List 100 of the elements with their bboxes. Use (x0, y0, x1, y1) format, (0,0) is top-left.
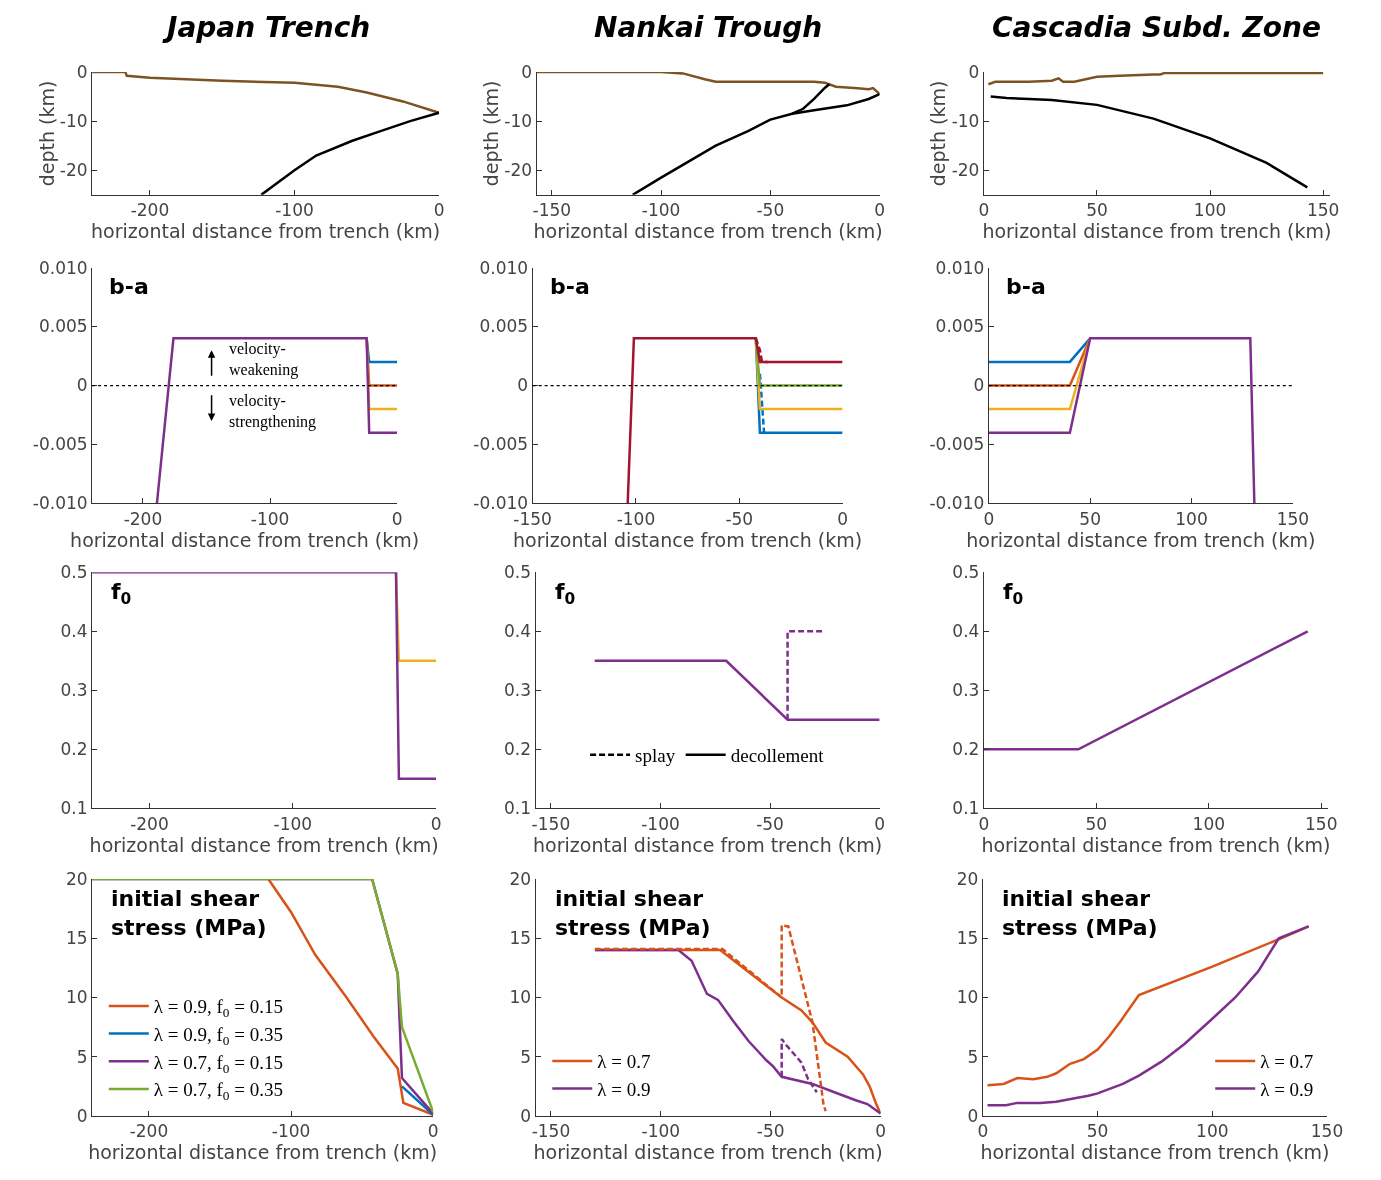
y-tick-label: 0 (968, 61, 980, 82)
y-tick-label: 0.5 (60, 562, 88, 583)
x-tick-label: -150 (513, 508, 552, 529)
x-axis-title: horizontal distance from trench (km) (533, 220, 883, 243)
y-tick-label: 20 (956, 868, 979, 889)
x-tick-label: -200 (129, 1121, 169, 1142)
x-tick-label: 100 (1175, 508, 1208, 529)
y-tick-label: -20 (504, 160, 533, 181)
y-tick-label: -0.005 (929, 434, 985, 455)
x-tick-label: 0 (427, 1121, 439, 1142)
y-tick-label: 0.1 (952, 798, 980, 819)
x-tick-label: 50 (1079, 508, 1101, 529)
y-tick-label: 0.005 (479, 316, 529, 337)
annotation: velocity- strengthening (229, 392, 317, 431)
y-axis-title: depth (km) (35, 80, 58, 187)
y-tick-label: 15 (956, 928, 979, 949)
x-tick-label: 0 (874, 200, 886, 221)
x-tick-label: 100 (1192, 813, 1226, 834)
annotation: f$_{0}$ (111, 579, 132, 608)
y-tick-label: -20 (59, 160, 88, 181)
y-tick-label: -0.005 (473, 434, 529, 455)
chart-title: Nankai Trough (594, 11, 823, 44)
y-tick-label: 0 (76, 375, 88, 396)
x-tick-label: -100 (641, 200, 681, 221)
annotation: initial shear stress (MPa) (111, 886, 267, 940)
x-tick-label: 0 (837, 508, 848, 529)
x-tick-label: -100 (641, 813, 680, 834)
y-tick-label: -0.010 (32, 493, 88, 514)
y-tick-label: 0.3 (504, 680, 532, 701)
x-tick-label: 0 (391, 508, 403, 529)
x-tick-label: -200 (130, 200, 170, 221)
y-tick-label: 20 (509, 868, 532, 889)
y-tick-label: 0.005 (935, 316, 985, 337)
x-axis-title: horizontal distance from trench (km) (981, 833, 1331, 856)
y-tick-label: 0 (76, 61, 88, 82)
x-tick-label: -50 (756, 813, 784, 834)
x-axis-title: horizontal distance from trench (km) (533, 1141, 883, 1164)
x-tick-label: 150 (1276, 508, 1310, 529)
y-tick-label: -10 (59, 111, 88, 132)
annotation: b-a (1006, 274, 1046, 299)
x-tick-label: -100 (250, 508, 290, 529)
legend-label: splay (635, 745, 676, 767)
y-tick-label: -10 (504, 111, 533, 132)
y-tick-label: 5 (520, 1046, 532, 1067)
y-tick-label: 0.2 (952, 739, 980, 760)
y-tick-label: 0 (967, 1105, 979, 1126)
y-tick-label: 0.4 (504, 621, 532, 642)
x-tick-label: 150 (1306, 200, 1340, 221)
y-tick-label: 0.5 (504, 562, 532, 583)
y-tick-label: 0.010 (935, 257, 985, 278)
x-tick-label: -100 (275, 200, 314, 221)
x-axis-title: horizontal distance from trench (km) (966, 528, 1316, 551)
x-tick-label: -50 (756, 200, 785, 221)
legend-label: λ = 0.7, f$_{0}$ = 0.35 (153, 1079, 283, 1104)
x-tick-label: -100 (273, 813, 313, 834)
x-tick-label: 100 (1196, 1121, 1229, 1142)
y-tick-label: -0.005 (32, 434, 88, 455)
x-axis-title: horizontal distance from trench (km) (88, 1141, 438, 1164)
y-tick-label: 0.5 (952, 562, 980, 583)
annotation: f$_{0}$ (1003, 579, 1024, 608)
x-tick-label: -150 (532, 200, 572, 221)
y-tick-label: 10 (509, 987, 532, 1008)
y-tick-label: 0.005 (38, 316, 88, 337)
x-axis-title: horizontal distance from trench (km) (89, 833, 439, 856)
legend-label: λ = 0.7 (597, 1051, 651, 1073)
x-tick-label: -50 (756, 1121, 785, 1142)
x-tick-label: -150 (531, 1121, 571, 1142)
annotation: b-a (550, 274, 590, 299)
y-tick-label: 0.4 (60, 621, 88, 642)
y-tick-label: 10 (956, 987, 979, 1008)
y-tick-label: 0.1 (504, 798, 532, 819)
x-tick-label: 150 (1304, 813, 1338, 834)
x-tick-label: 0 (433, 200, 445, 221)
y-tick-label: -0.010 (929, 493, 985, 514)
y-tick-label: 0.010 (38, 257, 88, 278)
x-tick-label: 0 (874, 813, 886, 834)
x-tick-label: 50 (1086, 200, 1108, 221)
x-tick-label: -100 (641, 1121, 681, 1142)
y-tick-label: 5 (76, 1046, 88, 1067)
x-tick-label: -50 (725, 508, 754, 529)
x-axis-title: horizontal distance from trench (km) (70, 528, 420, 551)
annotation: initial shear stress (MPa) (555, 886, 711, 940)
y-axis-title: depth (km) (927, 80, 950, 187)
x-axis-title: horizontal distance from trench (km) (91, 220, 441, 243)
y-tick-label: -20 (951, 160, 980, 181)
annotation: f$_{0}$ (555, 579, 576, 608)
y-tick-label: 0 (520, 1105, 532, 1126)
y-tick-label: 0 (517, 375, 529, 396)
y-tick-label: 10 (65, 987, 88, 1008)
y-tick-label: 0.2 (60, 739, 88, 760)
x-tick-label: 0 (430, 813, 442, 834)
x-tick-label: 150 (1310, 1121, 1344, 1142)
y-tick-label: 20 (65, 868, 88, 889)
legend-label: λ = 0.9, f$_{0}$ = 0.15 (153, 996, 283, 1021)
y-tick-label: 0.1 (60, 798, 88, 819)
annotation: b-a (109, 274, 149, 299)
x-tick-label: -200 (130, 813, 169, 834)
x-tick-label: -150 (531, 813, 571, 834)
annotation: velocity- weakening (229, 340, 299, 379)
legend-label: λ = 0.9 (1260, 1079, 1314, 1101)
